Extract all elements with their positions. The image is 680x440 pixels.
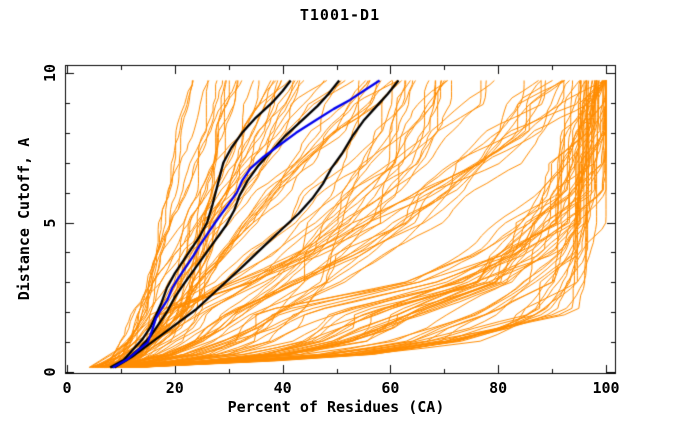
y-tick-label: 10 [41,63,59,83]
x-tick-label: 20 [165,379,184,397]
y-axis-title: Distance Cutoff, A [15,137,33,301]
y-tick-label: 5 [41,217,59,228]
x-tick-label: 40 [273,379,292,397]
chart-title: T1001-D1 [299,6,381,24]
x-tick-label: 100 [592,379,620,397]
x-tick-label: 80 [489,379,508,397]
x-tick-label: 60 [381,379,400,397]
x-tick-label: 0 [62,379,72,397]
y-tick-label: 0 [41,367,59,377]
x-axis-title: Percent of Residues (CA) [227,398,445,416]
